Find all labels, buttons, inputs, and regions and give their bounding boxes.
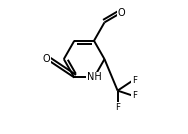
Text: O: O bbox=[118, 8, 125, 18]
Text: F: F bbox=[132, 91, 137, 100]
Text: F: F bbox=[132, 76, 137, 85]
Text: O: O bbox=[43, 54, 51, 64]
Text: F: F bbox=[115, 103, 120, 112]
Text: NH: NH bbox=[87, 72, 101, 83]
